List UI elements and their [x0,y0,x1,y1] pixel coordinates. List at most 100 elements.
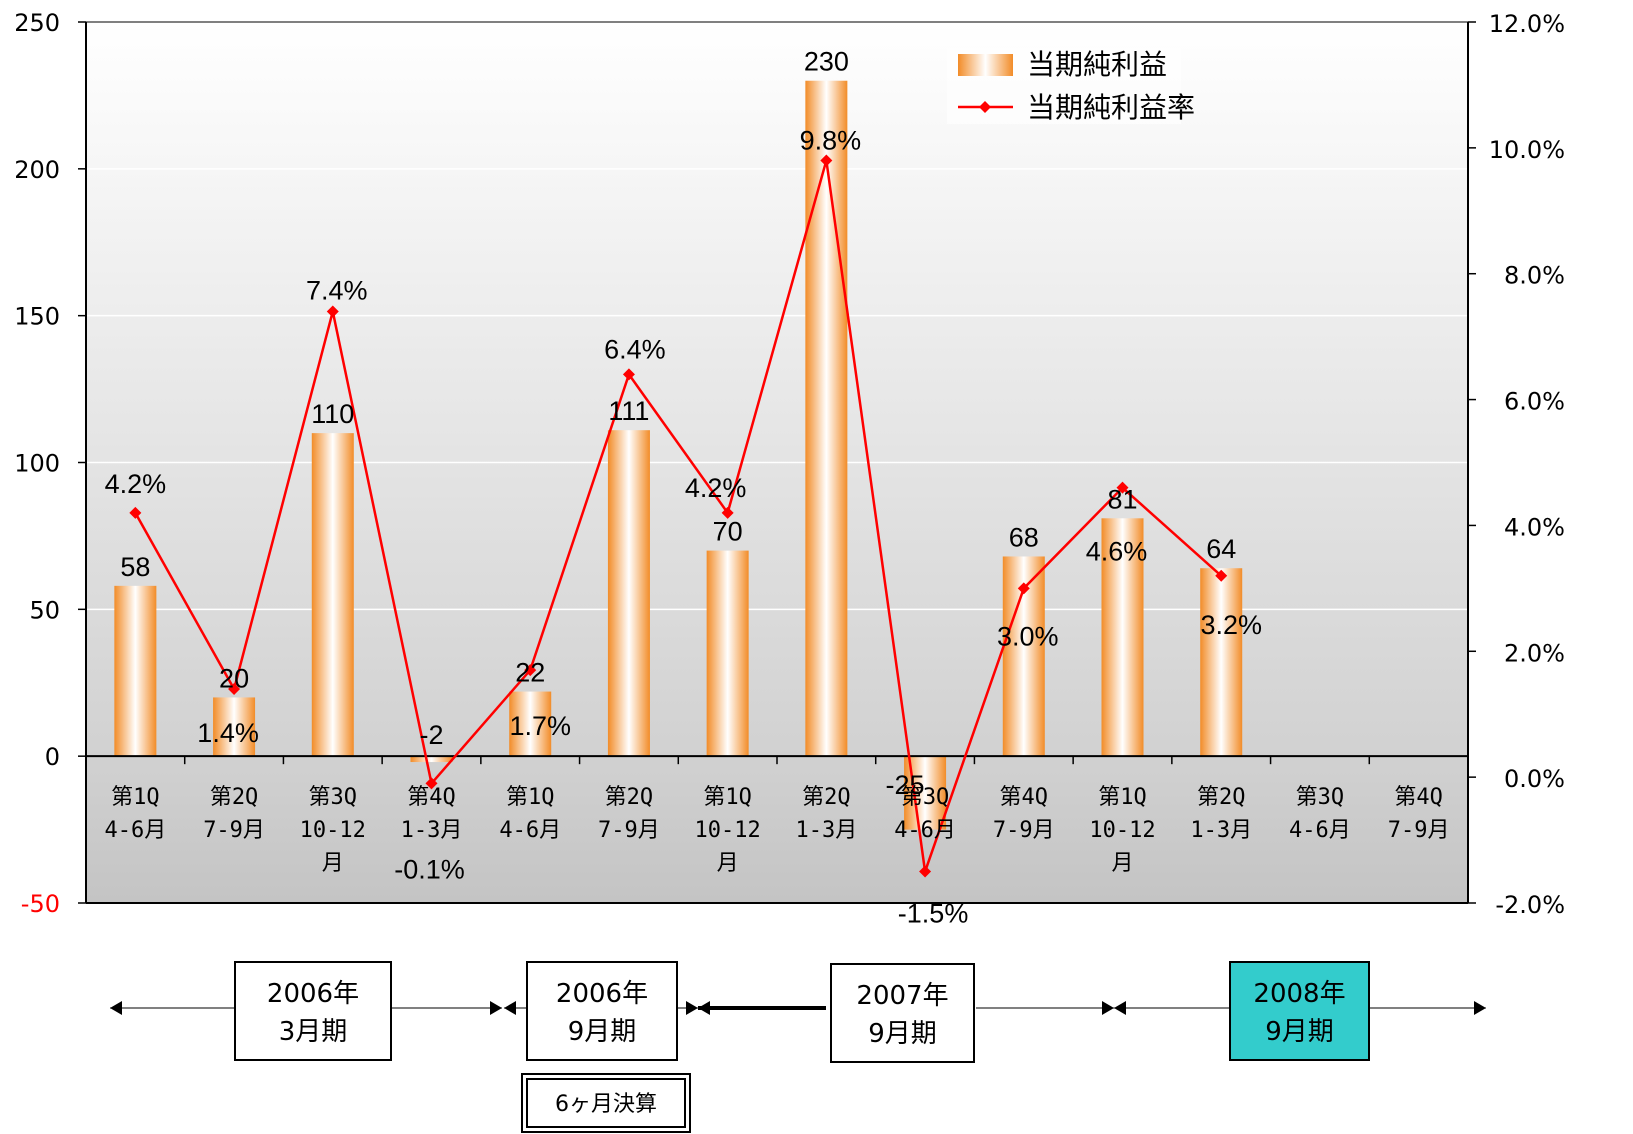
bar-data-labels: 58 20 110 -2 22 111 70 230 -25 68 81 64 [120,47,1236,800]
bar-value-label: -25 [886,770,925,800]
category-label: 第4Q [407,785,456,810]
period-box [526,961,678,1061]
line-series [129,154,1228,878]
bar-value-label: 22 [515,658,545,688]
right-tick-label: 12.0% [1489,10,1565,38]
category-label: 7-9月 [993,818,1055,843]
line-point [326,305,339,318]
line-value-label: 6.4% [604,334,666,364]
right-tick-label: 10.0% [1489,136,1565,164]
note-box-inner [526,1078,686,1128]
period-label: 2006年 [267,979,359,1009]
arrow-head [1102,1001,1114,1015]
bar [607,430,650,757]
legend-line-label: 当期純利益率 [1027,91,1195,124]
left-tick-label: 0 [45,743,60,771]
line-point [1215,569,1228,582]
category-labels: 第1Q 4-6月 第2Q 7-9月 第3Q 10-12 月 第4Q 1-3月 第1Q 4-6月 第2Q… [104,785,1449,876]
arrow-head [1114,1001,1126,1015]
category-label: 第2Q [802,785,851,810]
left-tick-label: 50 [29,596,60,624]
arrow-head [1474,1001,1486,1015]
line-point [129,506,142,519]
right-tick-label: -2.0% [1495,891,1565,919]
category-label: 第2Q [1197,785,1246,810]
category-label: 月 [1111,851,1133,876]
bar-value-label: -2 [419,720,443,750]
period-indicators: 2006年 3月期 2006年 9月期 2007年 9月期 2008年 9月期 6ヶ月決算 [110,961,1486,1133]
category-label: 10-12 [300,818,366,843]
category-label: 7-9月 [1388,818,1450,843]
right-tick-label: 8.0% [1504,262,1565,290]
period-label: 2008年 [1253,979,1345,1009]
bar-value-label: 20 [219,663,249,693]
line-value-label: -1.5% [898,899,969,929]
line-point [228,683,241,696]
bar [706,550,749,757]
line-point [425,777,438,790]
arrow-head [698,1001,710,1015]
line-value-label: 4.2% [105,469,167,499]
bar [311,433,354,757]
category-label: 4-6月 [499,818,561,843]
right-axis-ticks: 12.0% 10.0% 8.0% 6.0% 4.0% 2.0% 0.0% -2.0% [1468,10,1565,919]
bar-value-label: 58 [120,552,150,582]
category-label: 第4Q [1000,785,1049,810]
line-value-label: 3.0% [997,621,1059,651]
line-point [820,154,833,167]
period-label: 2006年 [556,979,648,1009]
line-point [1017,582,1030,595]
bar [1200,568,1243,757]
period-label: 9月期 [1265,1017,1334,1047]
bar-series [114,80,1243,830]
bar-value-label: 68 [1009,522,1039,552]
period-label: 9月期 [868,1019,937,1049]
category-label: 4-6月 [104,818,166,843]
legend-bar-label: 当期純利益 [1027,48,1167,81]
line-point [622,368,635,381]
line-value-label: 4.6% [1086,537,1148,567]
note-label: 6ヶ月決算 [555,1092,657,1117]
bar-value-label: 64 [1206,534,1236,564]
category-label: 第1Q [111,785,160,810]
period-label: 9月期 [568,1017,637,1047]
legend-bar-swatch [958,54,1013,76]
category-label: 第2Q [605,785,654,810]
category-label: 10-12 [1089,818,1155,843]
category-label: 月 [322,851,344,876]
bar-value-label: 81 [1107,484,1137,514]
period-label: 3月期 [279,1017,348,1047]
category-label: 1-3月 [1190,818,1252,843]
right-tick-label: 6.0% [1504,388,1565,416]
category-label: 第4Q [1394,785,1443,810]
left-tick-label: 150 [14,303,60,331]
category-label: 第3Q [901,785,950,810]
line-value-label: 1.4% [197,718,259,748]
category-label: 第2Q [210,785,259,810]
line-value-label: 9.8% [800,125,862,155]
bar [114,585,157,757]
category-label: 7-9月 [203,818,265,843]
category-label: 1-3月 [795,818,857,843]
line-point [919,865,932,878]
bar-value-label: 111 [608,396,649,426]
line-point [524,664,537,677]
left-axis-ticks: 250 200 150 100 50 0 -50 [14,9,86,918]
line-data-labels: 4.2% 1.4% 7.4% -0.1% 1.7% 6.4% 4.2% 9.8% -1.5% 3.… [105,125,1262,928]
line-value-label: 4.2% [685,473,747,503]
category-label: 第1Q [703,785,752,810]
category-label: 第3Q [1296,785,1345,810]
bar [1101,518,1144,757]
category-label: 10-12 [695,818,761,843]
right-tick-label: 4.0% [1504,513,1565,541]
arrow-head [686,1001,698,1015]
bar-value-label: 110 [311,399,354,429]
category-label: 月 [717,851,739,876]
note-box-outer [521,1073,691,1133]
arrow-head [110,1001,122,1015]
category-label: 第1Q [1098,785,1147,810]
line-value-label: 1.7% [509,711,571,741]
bar-value-label: 230 [804,47,849,77]
